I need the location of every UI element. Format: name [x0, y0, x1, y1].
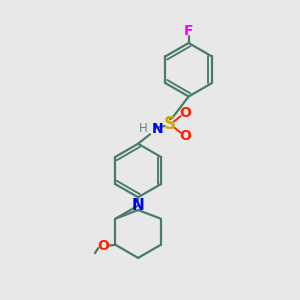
Text: N: N	[132, 198, 145, 213]
Text: O: O	[179, 129, 191, 143]
Text: F: F	[184, 24, 194, 38]
Text: O: O	[97, 239, 109, 253]
Text: N: N	[152, 122, 163, 136]
Text: H: H	[139, 122, 147, 135]
Text: S: S	[164, 116, 176, 134]
Text: O: O	[179, 106, 191, 120]
